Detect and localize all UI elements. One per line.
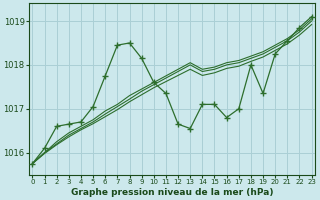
X-axis label: Graphe pression niveau de la mer (hPa): Graphe pression niveau de la mer (hPa): [71, 188, 273, 197]
